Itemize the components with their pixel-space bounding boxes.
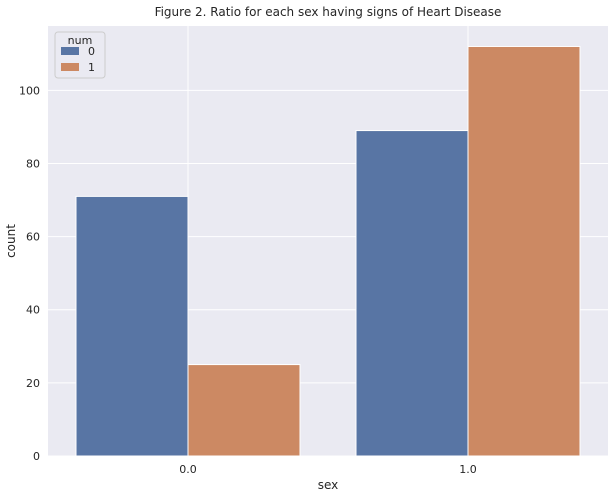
legend: num 0 1 <box>54 31 106 79</box>
legend-label-1: 1 <box>88 61 95 74</box>
bar-sex-1.0-num-0 <box>355 130 469 457</box>
y-axis-label: count <box>4 224 18 258</box>
x-tick-labels: 0.0 1.0 <box>179 463 477 476</box>
legend-label-0: 0 <box>88 45 95 58</box>
y-tick-label: 80 <box>26 157 40 170</box>
chart-title: Figure 2. Ratio for each sex having sign… <box>155 5 502 19</box>
legend-swatch-1 <box>61 63 79 71</box>
y-tick-label: 40 <box>26 304 40 317</box>
bar-sex-0.0-num-0 <box>75 195 189 457</box>
y-tick-label: 100 <box>19 84 40 97</box>
bars <box>75 45 581 457</box>
x-axis-label: sex <box>318 478 339 492</box>
y-tick-label: 0 <box>33 450 40 463</box>
y-tick-label: 60 <box>26 231 40 244</box>
legend-title: num <box>68 34 93 47</box>
bar-sex-0.0-num-1 <box>187 364 301 457</box>
bar-sex-1.0-num-1 <box>467 45 581 457</box>
y-tick-labels: 0 20 40 60 80 100 <box>19 84 40 463</box>
x-tick-label: 1.0 <box>459 463 477 476</box>
legend-swatch-0 <box>61 47 79 55</box>
x-tick-label: 0.0 <box>179 463 197 476</box>
y-tick-label: 20 <box>26 377 40 390</box>
